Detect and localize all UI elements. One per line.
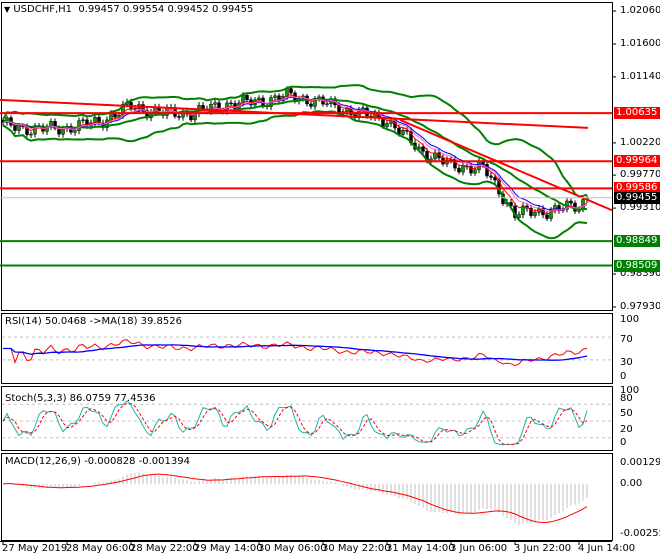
candle-body <box>461 165 465 173</box>
candle-body <box>73 130 77 133</box>
stoch-main-line <box>2 400 588 446</box>
rsi-ma-line <box>3 344 588 361</box>
stoch-axis-label: 20 <box>620 424 633 435</box>
candle-body <box>549 209 553 219</box>
stoch-axis-label: 0 <box>620 437 627 448</box>
candle-body <box>401 130 405 135</box>
price-tag: 0.98509 <box>614 259 660 272</box>
candle-body <box>457 167 461 173</box>
candle-body <box>29 133 33 136</box>
stoch-axis-label: 100 <box>620 385 640 396</box>
stoch-axis-label: 80 <box>620 393 633 404</box>
triangle-down-icon[interactable]: ▼ <box>4 5 11 14</box>
price-axis-label: 1.01600 <box>620 37 660 49</box>
price-tag: 0.98849 <box>614 235 660 248</box>
candle-body <box>13 124 17 131</box>
candle-body <box>545 214 549 219</box>
rsi-axis-label: 70 <box>620 334 633 345</box>
ma-slow <box>2 95 588 212</box>
time-axis-label: 29 May 14:00 <box>194 543 263 554</box>
candle-body <box>177 116 181 118</box>
macd-axis-label: -0.002556 <box>620 528 660 539</box>
candle-body <box>533 212 537 216</box>
trendline-short <box>399 119 613 212</box>
time-axis-label: 3 Jun 22:00 <box>514 543 572 554</box>
price-tag: 1.00635 <box>614 107 660 120</box>
candle-body <box>17 125 21 131</box>
price-axis-label: 1.02060 <box>620 5 660 16</box>
candle-body <box>493 177 497 181</box>
time-axis-label: 3 Jun 06:00 <box>450 543 508 554</box>
candle-body <box>517 214 521 218</box>
candle-body <box>529 208 533 216</box>
price-tag: 0.99586 <box>614 182 660 195</box>
ma-fast <box>2 94 588 215</box>
ohlc-high: 0.99554 <box>122 4 165 15</box>
candle-body <box>569 200 573 204</box>
rsi-label: RSI(14) 50.0468 ->MA(18) 39.8526 <box>5 316 182 327</box>
time-axis-label: 27 May 2019 <box>2 543 68 554</box>
candle-body <box>257 97 261 101</box>
ohlc-close: 0.99455 <box>212 4 254 15</box>
stoch-label: Stoch(5,3,3) 86.0759 77.4536 <box>5 393 156 404</box>
candle-body <box>385 123 389 127</box>
bollinger-middle <box>2 98 588 211</box>
rsi-axis-label: 0 <box>620 371 627 382</box>
candle-body <box>273 95 277 98</box>
candle-body <box>93 116 97 124</box>
candle-body <box>473 169 477 174</box>
candle-body <box>245 94 249 100</box>
price-tag: 0.99964 <box>614 155 660 168</box>
bollinger-lower <box>2 110 588 240</box>
bollinger-upper <box>2 84 588 198</box>
stoch-signal-line <box>2 402 588 446</box>
macd-histogram <box>6 472 588 525</box>
candle-body <box>521 205 525 216</box>
candle-body <box>53 121 57 129</box>
macd-axis-label: 0.00 <box>620 478 643 489</box>
time-axis-label: 4 Jun 14:00 <box>578 543 636 554</box>
candle-body <box>421 146 425 152</box>
candle-body <box>313 98 317 107</box>
price-axis-label: 1.00220 <box>620 136 660 148</box>
ohlc-open: 0.99457 <box>78 4 120 15</box>
candle-body <box>489 175 493 178</box>
candle-body <box>201 105 205 110</box>
time-axis-label: 30 May 06:00 <box>258 543 327 554</box>
candle-body <box>325 103 329 105</box>
ohlc-low: 0.99452 <box>167 4 209 15</box>
time-axis-label: 28 May 06:00 <box>66 543 135 554</box>
rsi-axis-label: 30 <box>620 357 633 368</box>
panel-frame-0 <box>1 2 613 311</box>
candle-body <box>213 102 217 105</box>
time-axis-label: 28 May 22:00 <box>130 543 199 554</box>
symbol-header: ▼ USDCHF,H1 0.99457 0.99554 0.99452 0.99… <box>4 4 253 16</box>
candle-body <box>229 102 233 105</box>
panel-frame-2 <box>1 386 613 451</box>
candle-body <box>81 119 85 122</box>
time-axis-label: 30 May 22:00 <box>322 543 391 554</box>
price-axis-label: 0.99770 <box>620 169 660 181</box>
symbol-name: USDCHF,H1 <box>13 4 73 15</box>
price-axis-label: 0.98390 <box>620 268 660 280</box>
candle-body <box>469 166 473 174</box>
trendline-long <box>0 98 589 129</box>
price-axis-label: 1.01140 <box>620 70 660 82</box>
candle-body <box>317 96 321 99</box>
candle-body <box>289 88 293 94</box>
price-tag: 0.99455 <box>614 191 660 204</box>
stoch-axis-label: 50 <box>620 408 633 419</box>
price-axis-label: 0.99310 <box>620 202 660 214</box>
rsi-axis-label: 100 <box>620 314 640 325</box>
price-axis-label: 0.97930 <box>620 301 660 312</box>
macd-axis-label: 0.001299 <box>620 457 660 468</box>
macd-label: MACD(12,26,9) -0.000828 -0.001394 <box>5 456 190 467</box>
candle-body <box>309 103 313 107</box>
time-axis-label: 31 May 14:00 <box>386 543 455 554</box>
macd-signal-line <box>2 473 588 523</box>
